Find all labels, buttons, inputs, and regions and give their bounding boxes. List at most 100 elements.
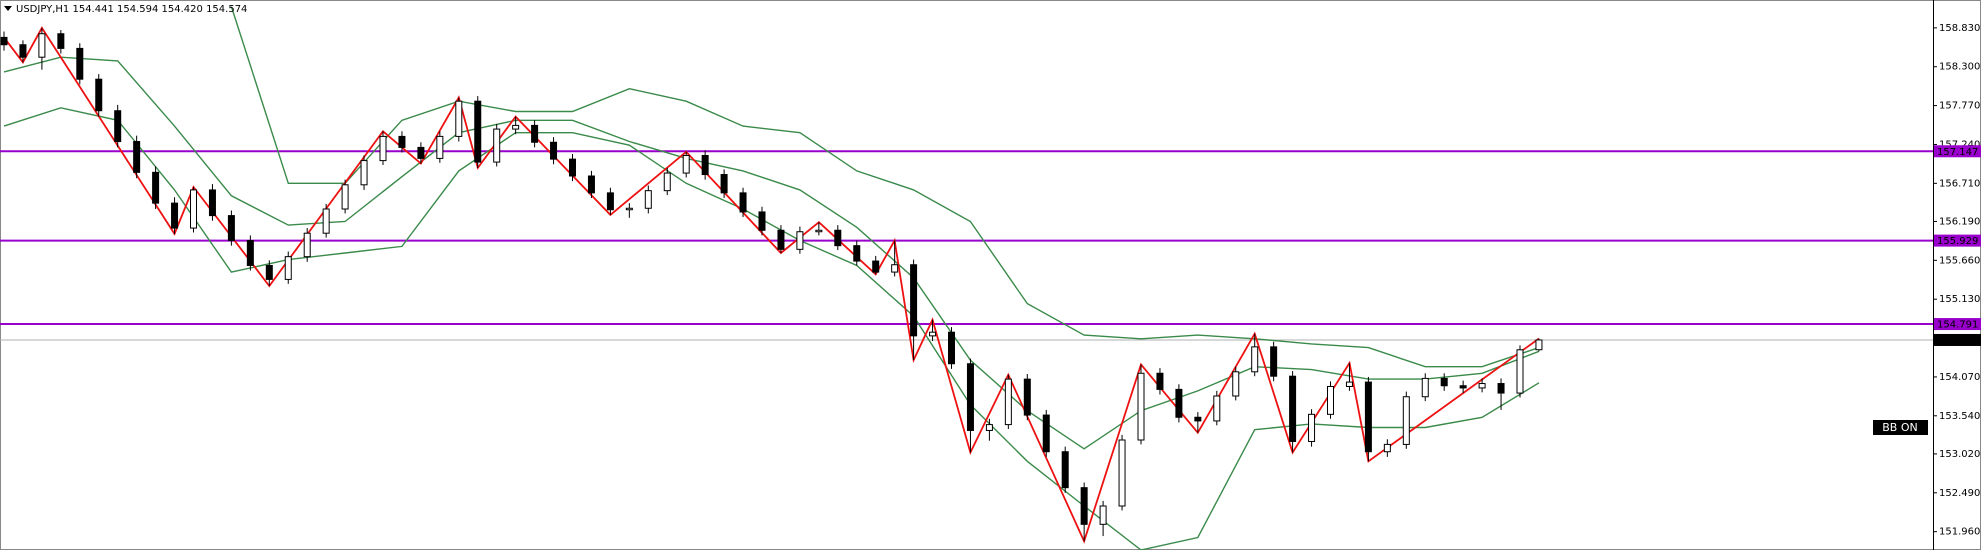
candle-body xyxy=(682,154,690,174)
level-label-box xyxy=(1934,145,1981,158)
candle-body xyxy=(1402,396,1410,445)
candle-body xyxy=(1421,377,1429,398)
level-label: 157.147 xyxy=(1937,147,1978,158)
level-label: 154.791 xyxy=(1937,320,1978,331)
candle-body xyxy=(284,256,292,280)
candle-body xyxy=(190,189,197,229)
candle-body xyxy=(1478,383,1486,389)
candle-body xyxy=(929,331,937,337)
candle-body xyxy=(853,245,861,262)
candle-body xyxy=(1232,371,1240,397)
candle-body xyxy=(95,78,103,112)
candle-body xyxy=(644,190,652,209)
candle-body xyxy=(796,231,804,250)
candle-body xyxy=(1023,378,1031,416)
candle-body xyxy=(777,229,785,250)
indicator-badge: BB ON xyxy=(1873,420,1928,435)
y-tick-label: 157.240 xyxy=(1939,139,1980,150)
candle-body xyxy=(834,229,842,247)
candle-body xyxy=(57,33,65,49)
y-tick-label: 152.490 xyxy=(1939,488,1980,499)
candle-body xyxy=(550,141,558,160)
candle-body xyxy=(948,331,955,365)
plot-area xyxy=(0,6,1933,550)
candle-body xyxy=(379,135,387,162)
candle-body xyxy=(1327,385,1334,415)
candle-body xyxy=(455,100,463,137)
candle-body xyxy=(38,33,46,58)
candle-body xyxy=(1459,385,1467,389)
candle-body xyxy=(891,264,899,273)
candle-body xyxy=(1118,439,1126,507)
candle-body xyxy=(227,215,235,242)
candle-body xyxy=(1289,375,1297,442)
candle-body xyxy=(133,141,141,173)
candle-body xyxy=(606,192,614,211)
candle-body xyxy=(360,160,368,186)
candle-body xyxy=(625,207,633,211)
bollinger-band xyxy=(230,6,1540,368)
candle-body xyxy=(417,146,425,159)
candle-body xyxy=(1440,377,1448,387)
candle-body xyxy=(1080,487,1088,525)
candle-body xyxy=(720,174,728,194)
candle-body xyxy=(474,100,482,163)
candle-body xyxy=(910,264,918,337)
badge-label: BB ON xyxy=(1882,421,1917,434)
candle-body xyxy=(985,424,993,431)
candle-body xyxy=(1383,443,1391,453)
level-label-box xyxy=(1934,234,1981,247)
y-tick-label: 156.190 xyxy=(1939,216,1980,227)
candle-body xyxy=(815,229,823,233)
candle-body xyxy=(341,184,349,210)
candle-body xyxy=(208,189,216,217)
candle-body xyxy=(1156,372,1164,390)
candle-body xyxy=(1270,346,1278,377)
candle-body xyxy=(1099,505,1107,525)
candle-body xyxy=(1516,349,1524,394)
candle-body xyxy=(303,232,311,258)
candle-body xyxy=(1345,381,1353,387)
candle-body xyxy=(493,128,501,163)
menu-arrow xyxy=(4,6,12,11)
candle-body xyxy=(152,171,160,204)
candle-body xyxy=(1213,395,1221,422)
candle-body xyxy=(246,240,254,266)
y-tick-label: 158.830 xyxy=(1939,23,1980,34)
chart-title: USDJPY,H1 154.441 154.594 154.420 154.57… xyxy=(16,4,247,15)
candle-body xyxy=(76,47,84,80)
badge-box xyxy=(1873,420,1928,435)
candle-body xyxy=(872,260,880,273)
candle-body xyxy=(1364,381,1372,453)
candle-body xyxy=(265,264,273,280)
y-tick-label: 153.020 xyxy=(1939,449,1980,460)
candle-body xyxy=(512,124,520,130)
candle-body xyxy=(1061,451,1069,489)
level-label: 155.929 xyxy=(1937,236,1978,247)
candle-body xyxy=(587,175,595,194)
level-label-box xyxy=(1934,318,1981,331)
y-tick-label: 153.540 xyxy=(1939,411,1980,422)
candle-body xyxy=(739,192,747,213)
bollinger-band xyxy=(3,107,1540,550)
candle-body xyxy=(966,363,974,431)
current-price-box xyxy=(1934,333,1981,346)
current-price-label: 154.574 xyxy=(1937,335,1978,346)
y-tick-label: 151.960 xyxy=(1939,527,1980,538)
candle-body xyxy=(1042,414,1050,453)
candle-body xyxy=(19,44,27,58)
y-tick-label: 158.300 xyxy=(1939,62,1980,73)
candle-body xyxy=(1194,416,1202,422)
bollinger-band xyxy=(3,56,1540,450)
y-tick-label: 154.070 xyxy=(1939,372,1980,383)
candle-body xyxy=(1004,378,1012,426)
candle-body xyxy=(1175,388,1183,418)
candle-body xyxy=(663,172,671,192)
y-tick-label: 157.770 xyxy=(1939,101,1980,112)
y-tick-label: 155.130 xyxy=(1939,294,1980,305)
candle-body xyxy=(1251,346,1259,373)
candle-body xyxy=(171,202,179,229)
